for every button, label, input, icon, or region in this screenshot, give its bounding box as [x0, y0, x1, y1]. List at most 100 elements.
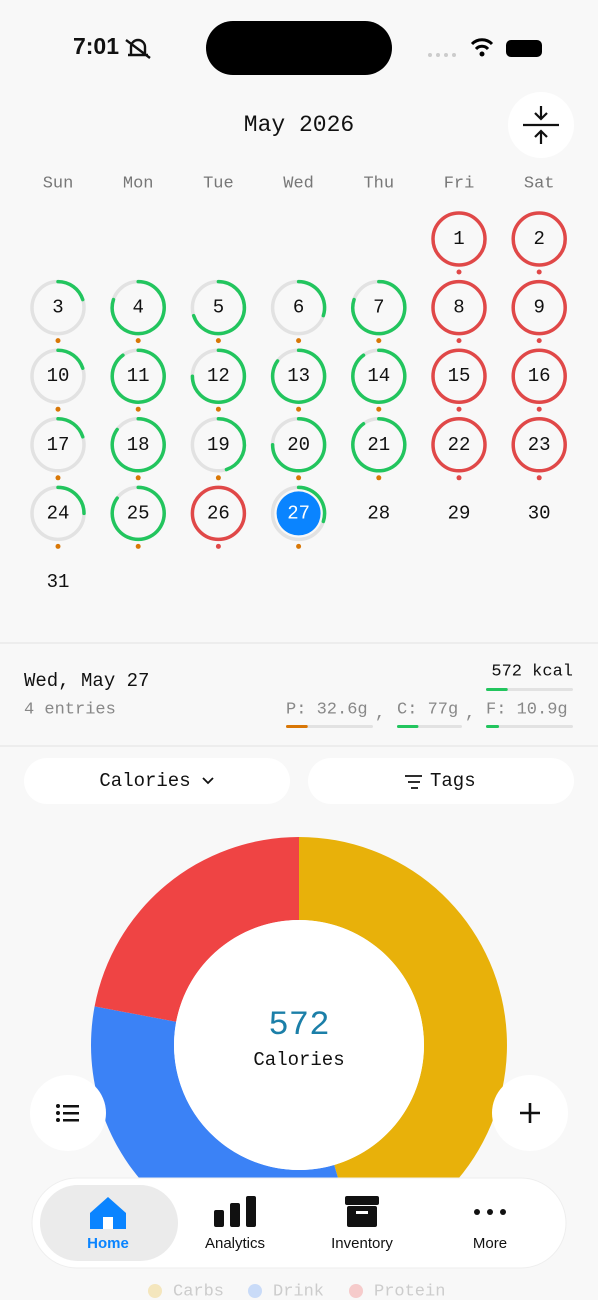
- ring-progress: [351, 417, 407, 473]
- donut-segment: [94, 837, 300, 1022]
- macro-label: C: 77g: [397, 700, 458, 719]
- weekday-label: Thu: [363, 174, 394, 193]
- macro-track: [486, 725, 573, 728]
- day-dot: [536, 406, 542, 412]
- kcal-total: 572 kcal: [491, 662, 573, 681]
- day-dot: [55, 475, 61, 481]
- list-icon: [56, 1104, 79, 1122]
- ring-over: [511, 348, 567, 404]
- day-number: 14: [367, 365, 390, 387]
- day-dot: [135, 406, 141, 412]
- day-dot: [55, 338, 61, 344]
- legend-label: Protein: [374, 1282, 445, 1300]
- day-number: 18: [127, 434, 150, 456]
- day-number: 30: [528, 502, 551, 524]
- ring-progress: [56, 348, 85, 370]
- weekday-label: Mon: [123, 174, 154, 193]
- day-dot: [215, 406, 221, 412]
- day-dot: [456, 338, 462, 344]
- ring-progress: [351, 279, 407, 336]
- ring-progress: [351, 348, 407, 404]
- day-number: 1: [453, 228, 464, 250]
- selected-day: [276, 491, 321, 536]
- day-number: 31: [47, 571, 70, 593]
- metric-button[interactable]: [24, 758, 290, 804]
- day-dot: [376, 475, 382, 481]
- day-dot: [215, 543, 221, 549]
- tab-label[interactable]: Inventory: [331, 1235, 393, 1252]
- tab-label[interactable]: Analytics: [205, 1235, 265, 1252]
- day-number: 24: [47, 502, 70, 524]
- day-dot: [135, 338, 141, 344]
- macro-track: [286, 725, 373, 728]
- ring-progress: [296, 485, 327, 524]
- weekday-label: Sun: [43, 174, 74, 193]
- donut-segment: [299, 837, 507, 1245]
- ring-progress: [56, 485, 86, 516]
- day-number: 13: [287, 365, 310, 387]
- ring-over: [511, 417, 567, 473]
- ring-over: [431, 417, 487, 473]
- ring-over: [431, 211, 487, 267]
- macro-label: F: 10.9g: [486, 700, 568, 719]
- weekday-label: Tue: [203, 174, 234, 193]
- day-dot: [536, 338, 542, 344]
- entry-count: 4 entries: [24, 700, 116, 719]
- battery: [506, 40, 542, 57]
- tags-button[interactable]: [308, 758, 574, 804]
- day-number: 2: [533, 228, 544, 250]
- day-number: 17: [47, 434, 70, 456]
- day-dot: [296, 475, 302, 481]
- wifi-icon: [470, 38, 494, 51]
- day-number: 29: [448, 502, 471, 524]
- macro-bar: [486, 725, 500, 728]
- tab-label[interactable]: Home: [87, 1235, 129, 1252]
- wifi-dot: [479, 51, 485, 57]
- macro-bar: [397, 725, 419, 728]
- analytics-icon: [214, 1196, 256, 1227]
- ring-progress: [56, 417, 85, 439]
- day-dot: [215, 475, 221, 481]
- tags-label: Tags: [430, 770, 476, 792]
- metric-label: Calories: [99, 770, 190, 792]
- legend-dot: [148, 1284, 162, 1298]
- day-number: 19: [207, 434, 230, 456]
- month-title: May 2026: [244, 112, 354, 138]
- day-dot: [296, 406, 302, 412]
- day-number: 6: [293, 297, 304, 319]
- ring-progress: [296, 279, 327, 318]
- day-dot: [376, 338, 382, 344]
- ring-over: [511, 211, 567, 267]
- day-dot: [536, 475, 542, 481]
- day-number: 11: [127, 365, 150, 387]
- mute-icon: [125, 38, 151, 59]
- selected-date: Wed, May 27: [24, 670, 149, 692]
- center-value: 572: [268, 1007, 329, 1045]
- more-icon: [474, 1209, 506, 1215]
- inventory-icon: [345, 1196, 379, 1227]
- day-number: 3: [52, 297, 63, 319]
- day-number: 12: [207, 365, 230, 387]
- day-dot: [296, 543, 302, 549]
- ring-over: [511, 279, 567, 336]
- day-dot: [456, 269, 462, 275]
- day-dot: [55, 406, 61, 412]
- kcal-track: [486, 688, 573, 691]
- legend-label: Drink: [273, 1282, 324, 1300]
- ring-over: [431, 348, 487, 404]
- ring-progress: [191, 279, 247, 336]
- ring-progress: [110, 417, 166, 473]
- ring-progress: [110, 279, 166, 336]
- day-dot: [456, 475, 462, 481]
- filter-icon: [405, 775, 422, 789]
- home-door: [103, 1217, 113, 1229]
- weekday-label: Wed: [283, 174, 314, 193]
- ring-progress: [216, 417, 247, 472]
- day-dot: [296, 338, 302, 344]
- day-dot: [456, 406, 462, 412]
- tab-label[interactable]: More: [473, 1235, 507, 1252]
- day-dot: [376, 406, 382, 412]
- legend-label: Carbs: [173, 1282, 224, 1300]
- ring-progress: [110, 348, 166, 404]
